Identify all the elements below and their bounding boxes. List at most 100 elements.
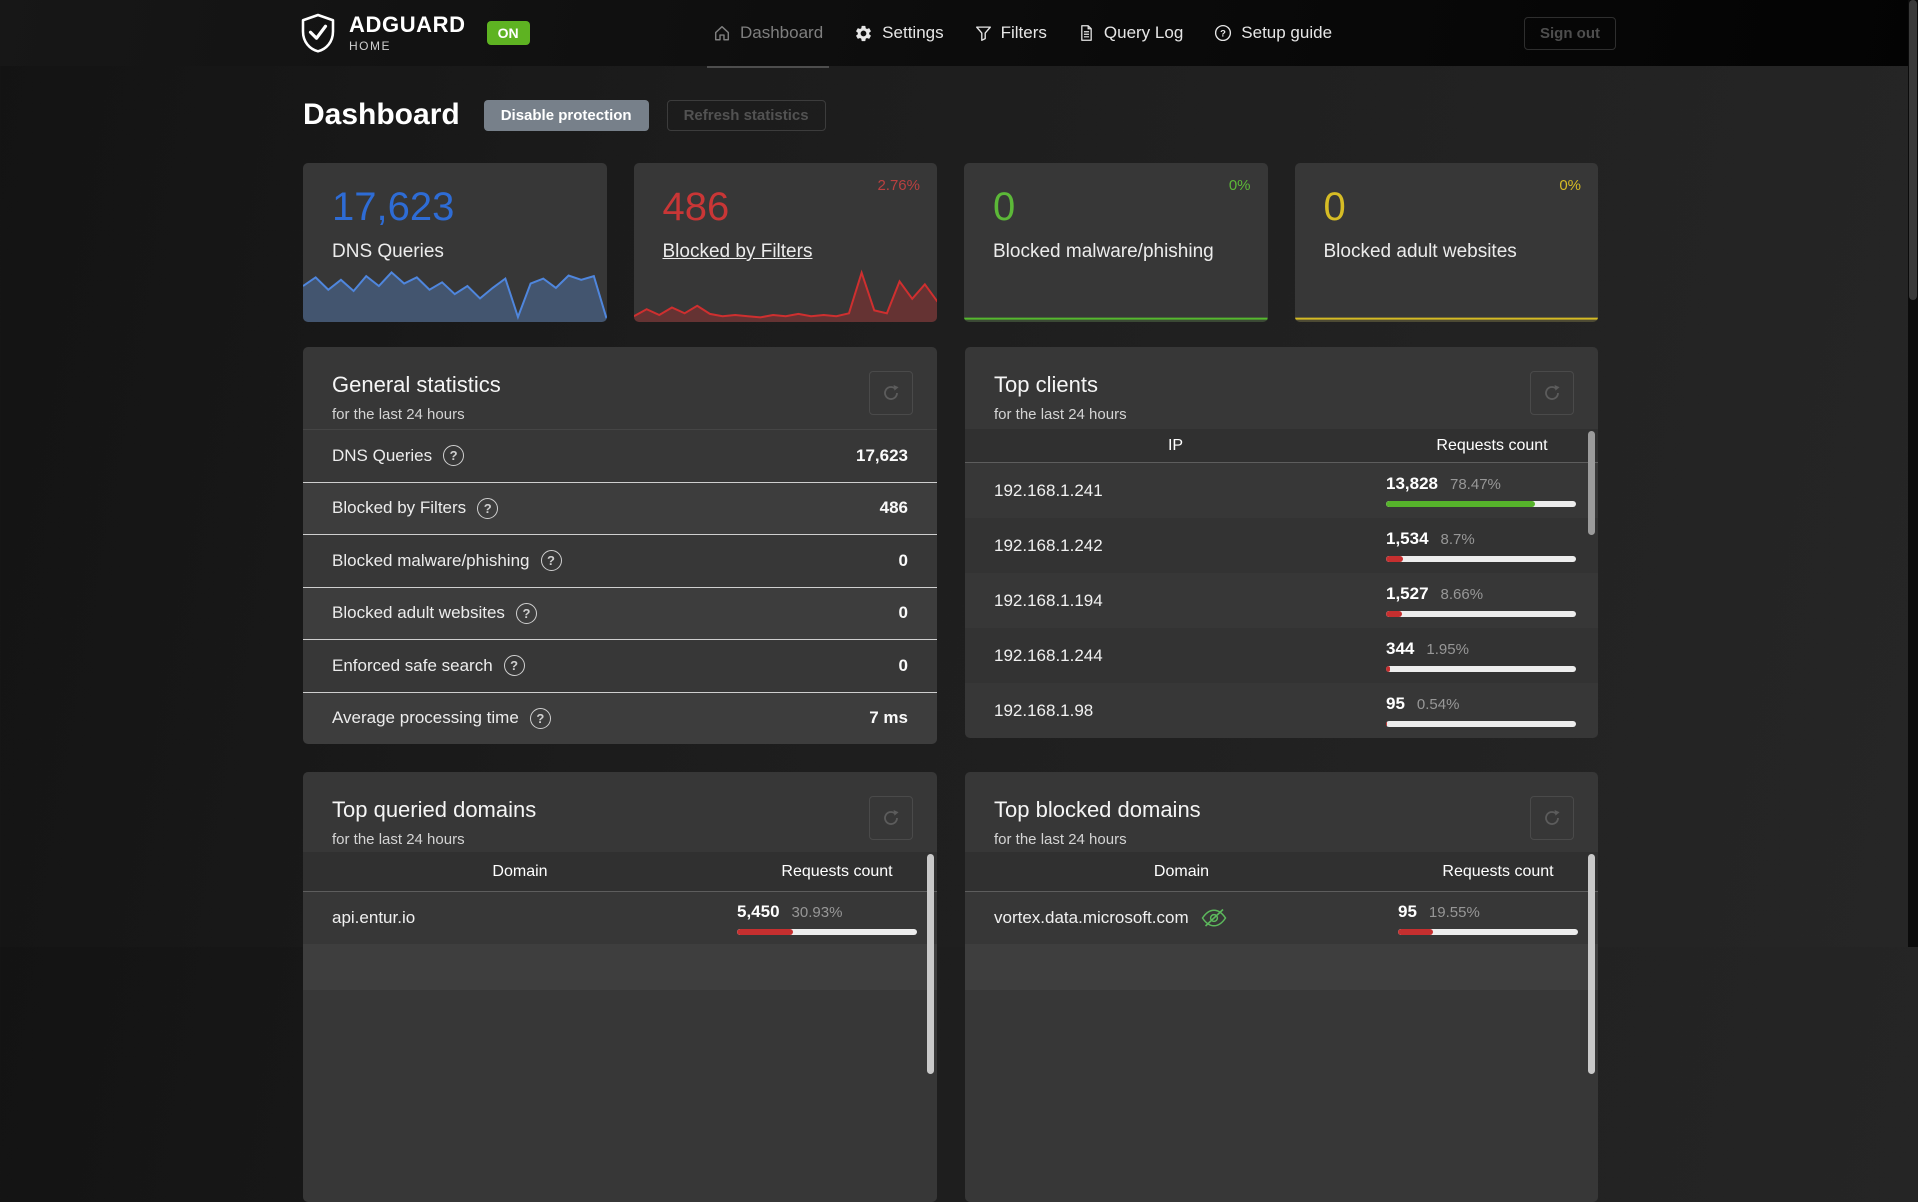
main-nav: Dashboard Settings Filters Query Log bbox=[706, 0, 1332, 68]
panel-subtitle: for the last 24 hours bbox=[994, 406, 1127, 423]
column-header-domain: Domain bbox=[492, 862, 548, 880]
stat-row: Blocked malware/phishing ? 0 bbox=[303, 534, 937, 587]
top-queried-domains-panel: Top queried domains for the last 24 hour… bbox=[303, 772, 937, 1202]
panel-refresh-button[interactable] bbox=[869, 371, 913, 415]
stat-row-label: Average processing time ? bbox=[332, 707, 551, 729]
requests-percent: 78.47% bbox=[1450, 476, 1501, 493]
funnel-icon bbox=[975, 25, 991, 41]
requests-bar bbox=[1386, 721, 1576, 727]
document-icon bbox=[1081, 25, 1092, 41]
shield-check-icon bbox=[301, 13, 335, 53]
nav-item-filters[interactable]: Filters bbox=[975, 0, 1047, 66]
nav-item-setup-guide[interactable]: ? Setup guide bbox=[1214, 0, 1332, 66]
panel-refresh-button[interactable] bbox=[1530, 796, 1574, 840]
main-content: Dashboard Disable protection Refresh sta… bbox=[303, 66, 1598, 1202]
stat-label: DNS Queries bbox=[332, 241, 444, 262]
help-icon[interactable]: ? bbox=[443, 445, 465, 467]
requests-count: 95 bbox=[1398, 901, 1417, 921]
stat-row: Blocked adult websites ? 0 bbox=[303, 586, 937, 640]
count-line: 1,527 8.66% bbox=[1386, 584, 1598, 604]
client-ip: 192.168.1.194 bbox=[994, 590, 1103, 610]
stat-label-link[interactable]: Blocked by Filters bbox=[662, 241, 813, 262]
stat-row-label: Blocked malware/phishing ? bbox=[332, 550, 562, 572]
stat-cards-row: 17,623 DNS Queries 486 Blocked by Filter… bbox=[303, 163, 1598, 322]
blocked-malware-sparkline bbox=[964, 288, 1268, 322]
stat-card-blocked-filters: 486 Blocked by Filters 2.76% bbox=[633, 163, 937, 322]
adguard-logo[interactable]: ADGUARD HOME ON bbox=[300, 0, 530, 66]
stat-row: DNS Queries ? 17,623 bbox=[303, 429, 937, 482]
requests-count: 13,828 bbox=[1386, 474, 1438, 493]
domain-row: api.entur.io 5,450 30.93% bbox=[303, 892, 937, 944]
stat-row-text: Blocked by Filters bbox=[332, 498, 467, 518]
stat-percent: 0% bbox=[1559, 177, 1581, 194]
eye-slash-icon[interactable] bbox=[1201, 908, 1227, 928]
home-icon bbox=[714, 25, 730, 41]
refresh-statistics-button[interactable]: Refresh statistics bbox=[666, 99, 826, 131]
panel-subtitle: for the last 24 hours bbox=[332, 831, 465, 848]
top-clients-panel: Top clients for the last 24 hours IP Req… bbox=[965, 347, 1598, 738]
client-requests: 13,828 78.47% bbox=[1386, 474, 1598, 507]
stat-card-blocked-malware: 0 Blocked malware/phishing 0% bbox=[964, 163, 1268, 322]
stat-row: Blocked by Filters ? 486 bbox=[303, 481, 937, 535]
stat-row-value: 0 bbox=[898, 550, 908, 570]
stat-percent: 0% bbox=[1228, 177, 1251, 194]
panel-scrollbar-thumb[interactable] bbox=[1588, 854, 1595, 1074]
client-row: 192.168.1.241 13,828 78.47% bbox=[965, 463, 1598, 518]
nav-item-query-log[interactable]: Query Log bbox=[1078, 0, 1183, 66]
requests-count: 1,527 bbox=[1386, 584, 1429, 603]
client-ip: 192.168.1.241 bbox=[994, 480, 1103, 500]
panel-refresh-button[interactable] bbox=[1530, 371, 1574, 415]
help-icon[interactable]: ? bbox=[540, 550, 562, 572]
panel-scrollbar-thumb[interactable] bbox=[1588, 431, 1595, 535]
panel-header: Top queried domains for the last 24 hour… bbox=[303, 772, 937, 848]
page-scrollbar[interactable] bbox=[1908, 0, 1918, 947]
help-icon[interactable]: ? bbox=[503, 655, 525, 677]
stat-value: 0 bbox=[1323, 185, 1346, 229]
stat-row-value: 7 ms bbox=[869, 708, 908, 728]
requests-percent: 30.93% bbox=[791, 903, 843, 921]
requests-bar bbox=[1386, 666, 1576, 672]
panels-grid: General statistics for the last 24 hours… bbox=[303, 347, 1598, 1202]
stat-row-value: 0 bbox=[898, 603, 908, 623]
protection-status-badge: ON bbox=[486, 21, 530, 45]
general-statistics-rows: DNS Queries ? 17,623 Blocked by Filters … bbox=[303, 429, 937, 744]
panel-refresh-button[interactable] bbox=[869, 796, 913, 840]
question-circle-icon: ? bbox=[1215, 24, 1232, 42]
requests-bar-fill bbox=[1386, 611, 1403, 617]
nav-item-settings[interactable]: Settings bbox=[854, 0, 944, 66]
gear-icon bbox=[856, 25, 872, 41]
help-icon[interactable]: ? bbox=[529, 707, 551, 729]
page-title: Dashboard bbox=[303, 98, 460, 131]
client-row: 192.168.1.194 1,527 8.66% bbox=[965, 573, 1598, 628]
page-header: Dashboard Disable protection Refresh sta… bbox=[303, 96, 1598, 134]
nav-label: Filters bbox=[1000, 23, 1047, 42]
column-header-requests: Requests count bbox=[1442, 862, 1554, 880]
panel-scrollbar-thumb[interactable] bbox=[927, 854, 934, 1074]
requests-bar bbox=[1386, 501, 1576, 507]
requests-percent: 0.54% bbox=[1416, 696, 1460, 713]
top-blocked-domains-table: Domain Requests count vortex.data.micros… bbox=[965, 852, 1598, 990]
stat-row-text: Blocked malware/phishing bbox=[332, 550, 530, 570]
stat-row-label: Enforced safe search ? bbox=[332, 655, 525, 677]
requests-count: 344 bbox=[1386, 639, 1415, 658]
stat-row-text: Average processing time bbox=[332, 708, 519, 728]
panel-subtitle: for the last 24 hours bbox=[994, 831, 1127, 848]
help-icon[interactable]: ? bbox=[477, 497, 499, 519]
stat-row-value: 17,623 bbox=[856, 445, 908, 465]
help-icon[interactable]: ? bbox=[515, 602, 537, 624]
disable-protection-button[interactable]: Disable protection bbox=[483, 99, 649, 131]
page-scrollbar-thumb[interactable] bbox=[1909, 0, 1917, 300]
panel-header: Top clients for the last 24 hours bbox=[965, 347, 1598, 423]
count-line: 1,534 8.7% bbox=[1386, 529, 1598, 549]
stat-row-text: Blocked adult websites bbox=[332, 603, 505, 623]
sign-out-button[interactable]: Sign out bbox=[1524, 17, 1616, 50]
refresh-icon bbox=[884, 810, 899, 825]
nav-label: Query Log bbox=[1103, 23, 1184, 42]
general-statistics-panel: General statistics for the last 24 hours… bbox=[303, 347, 937, 744]
nav-item-dashboard[interactable]: Dashboard bbox=[706, 0, 830, 68]
column-header-domain: Domain bbox=[1153, 862, 1210, 880]
requests-bar bbox=[1386, 611, 1576, 617]
panel-title: Top queried domains bbox=[332, 797, 537, 822]
refresh-icon bbox=[884, 385, 899, 400]
client-row: 192.168.1.98 95 0.54% bbox=[965, 683, 1598, 738]
